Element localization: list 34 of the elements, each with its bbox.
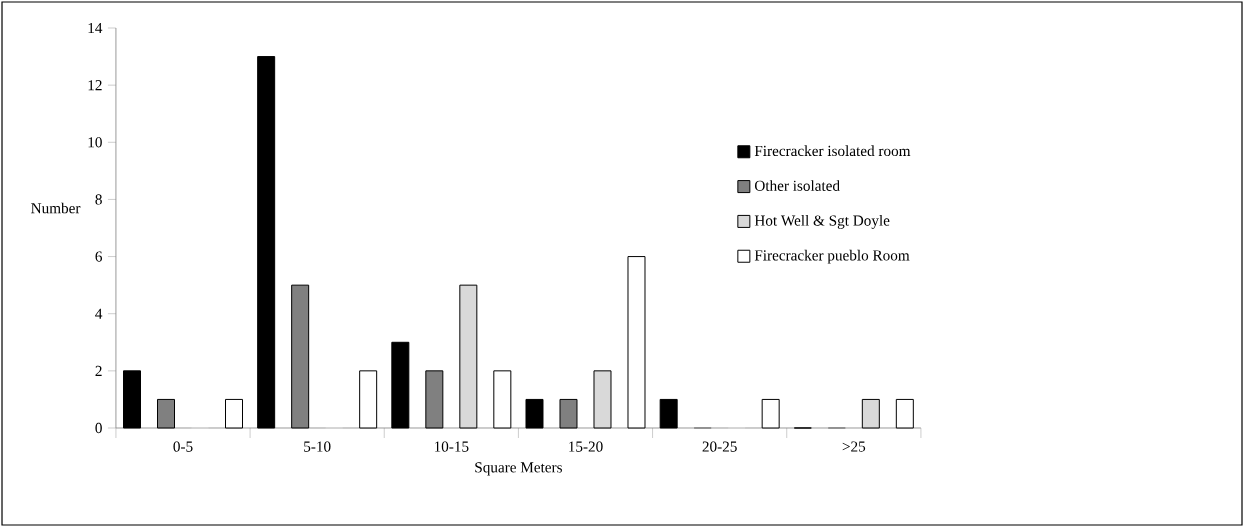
bar: [895, 398, 914, 429]
legend-label: Other isolated: [754, 180, 840, 191]
bar: [627, 256, 646, 429]
y-tick-label: 8: [95, 194, 102, 205]
bar: [861, 398, 880, 429]
bar: [391, 341, 410, 429]
bar: [525, 398, 544, 429]
y-tick-label: 2: [95, 365, 102, 376]
bar: [593, 370, 612, 429]
x-tick-label: 10-15: [434, 441, 469, 452]
y-axis-title: Number: [31, 202, 81, 214]
bar: [761, 398, 780, 429]
x-tick-label: 15-20: [569, 441, 603, 452]
bar: [123, 370, 142, 429]
bar: [257, 56, 276, 429]
y-tick-label: 0: [95, 422, 102, 434]
legend-label: Firecracker isolated room: [754, 145, 911, 157]
bar: [659, 398, 678, 429]
bar: [493, 370, 512, 429]
bar: [459, 284, 478, 429]
bar: [225, 398, 243, 429]
y-tick-label: 14: [88, 22, 103, 34]
y-tick-label: 4: [95, 308, 103, 319]
x-tick-label: >25: [842, 441, 866, 452]
legend-label: Firecracker pueblo Room: [754, 249, 910, 264]
bar: [359, 370, 378, 429]
x-tick-label: 0-5: [173, 441, 193, 452]
y-tick-label: 6: [95, 251, 103, 262]
y-tick-label: 12: [88, 80, 102, 91]
legend-label: Hot Well & Sgt Doyle: [754, 214, 890, 229]
y-tick-label: 10: [88, 137, 102, 148]
x-tick-label: 20-25: [702, 441, 737, 452]
x-axis-title: Square Meters: [475, 462, 562, 476]
x-tick-label: 5-10: [304, 441, 331, 452]
